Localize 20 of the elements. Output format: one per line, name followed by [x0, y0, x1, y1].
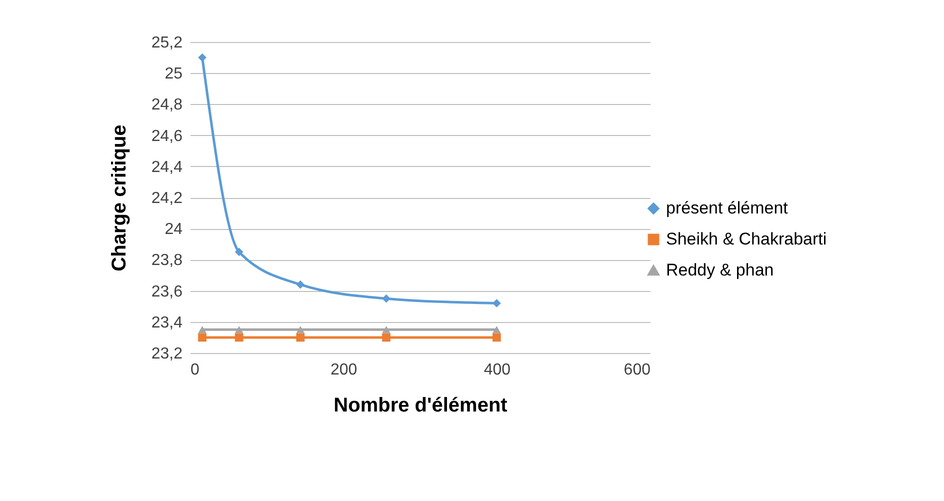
- y-tick-label: 24,8: [151, 96, 183, 114]
- y-tick-label: 23,4: [151, 314, 183, 332]
- y-tick-label: 25,2: [151, 34, 183, 52]
- x-axis-title: Nombre d'élément: [334, 394, 508, 416]
- x-tick-label: 0: [190, 362, 200, 378]
- x-tick-label: 200: [330, 362, 358, 378]
- legend-label: Sheikh & Chakrabarti: [666, 230, 827, 248]
- y-tick-label: 25: [164, 66, 183, 83]
- y-tick-label: 23,8: [151, 252, 183, 270]
- y-tick-label: 23,2: [151, 346, 183, 362]
- legend-label: présent élément: [666, 198, 788, 218]
- y-tick-label: 24,2: [151, 190, 183, 207]
- y-tick-label: 24,4: [151, 158, 183, 176]
- y-axis-title: Charge critique: [108, 124, 130, 272]
- x-tick-label: 600: [624, 362, 651, 378]
- y-tick-label: 23,6: [151, 283, 183, 300]
- y-tick-label: 24,6: [151, 128, 183, 145]
- y-tick-label: 24: [164, 221, 183, 238]
- x-tick-label: 400: [484, 362, 511, 378]
- legend-label: Reddy & phan: [666, 260, 774, 280]
